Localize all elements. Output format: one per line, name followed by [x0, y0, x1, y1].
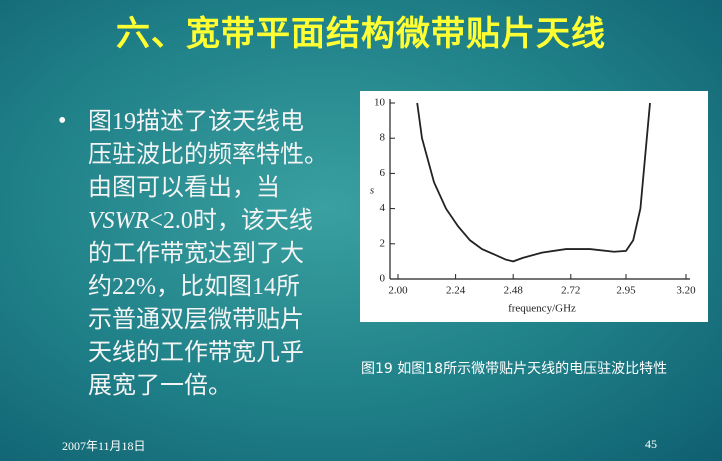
text-line: 图19描述了该天线电	[88, 109, 304, 135]
bullet-marker: •	[58, 108, 67, 134]
x-tick-label: 2.72	[561, 285, 580, 297]
emphasis: VSWR	[88, 208, 150, 234]
x-tick-label: 2.00	[388, 285, 408, 297]
text-span: <2.0时，该天线	[149, 208, 313, 234]
x-tick-label: 2.95	[616, 285, 636, 297]
x-tick-label: 2.24	[446, 285, 466, 297]
text-line: 压驻波比的频率特性。	[88, 142, 328, 168]
text-line: VSWR<2.0时，该天线	[88, 205, 328, 238]
text-line: 天线的工作带宽几乎	[88, 340, 304, 366]
text-line: 示普通双层微带贴片	[88, 307, 304, 333]
x-tick-label: 3.20	[676, 285, 696, 297]
x-tick-label: 2.48	[504, 285, 524, 297]
y-tick-label: 8	[380, 132, 386, 144]
bullet-text: 图19描述了该天线电 压驻波比的频率特性。 由图可以看出，当 VSWR<2.0时，该天…	[88, 106, 328, 403]
y-tick-label: 2	[380, 237, 386, 249]
chart: 0 2 4 6 8 10 2.00 2.24 2.48 2.72 2.95 3.20 frequency…	[370, 97, 696, 315]
text-line: 约22%，比如图14所	[88, 274, 300, 300]
footer-date: 2007年11月18日	[62, 439, 146, 453]
y-tick-label: 6	[380, 167, 386, 179]
x-axis-label: frequency/GHz	[508, 303, 576, 315]
y-tick-label: 10	[374, 97, 386, 109]
text-line: 的工作带宽达到了大	[88, 241, 304, 267]
y-tick-label: 4	[380, 202, 386, 214]
data-line	[416, 102, 651, 263]
figure: 0 2 4 6 8 10 2.00 2.24 2.48 2.72 2.95 3.20 frequency…	[360, 91, 708, 322]
y-tick-label: 0	[380, 273, 386, 285]
y-axis-label: s	[370, 185, 374, 197]
text-line: 展宽了一倍。	[88, 373, 232, 399]
slide-title: 六、宽带平面结构微带贴片天线	[116, 14, 606, 54]
figure-caption: 图19 如图18所示微带贴片天线的电压驻波比特性	[361, 361, 668, 377]
text-line: 由图可以看出，当	[88, 175, 280, 201]
page-number: 45	[645, 437, 657, 451]
